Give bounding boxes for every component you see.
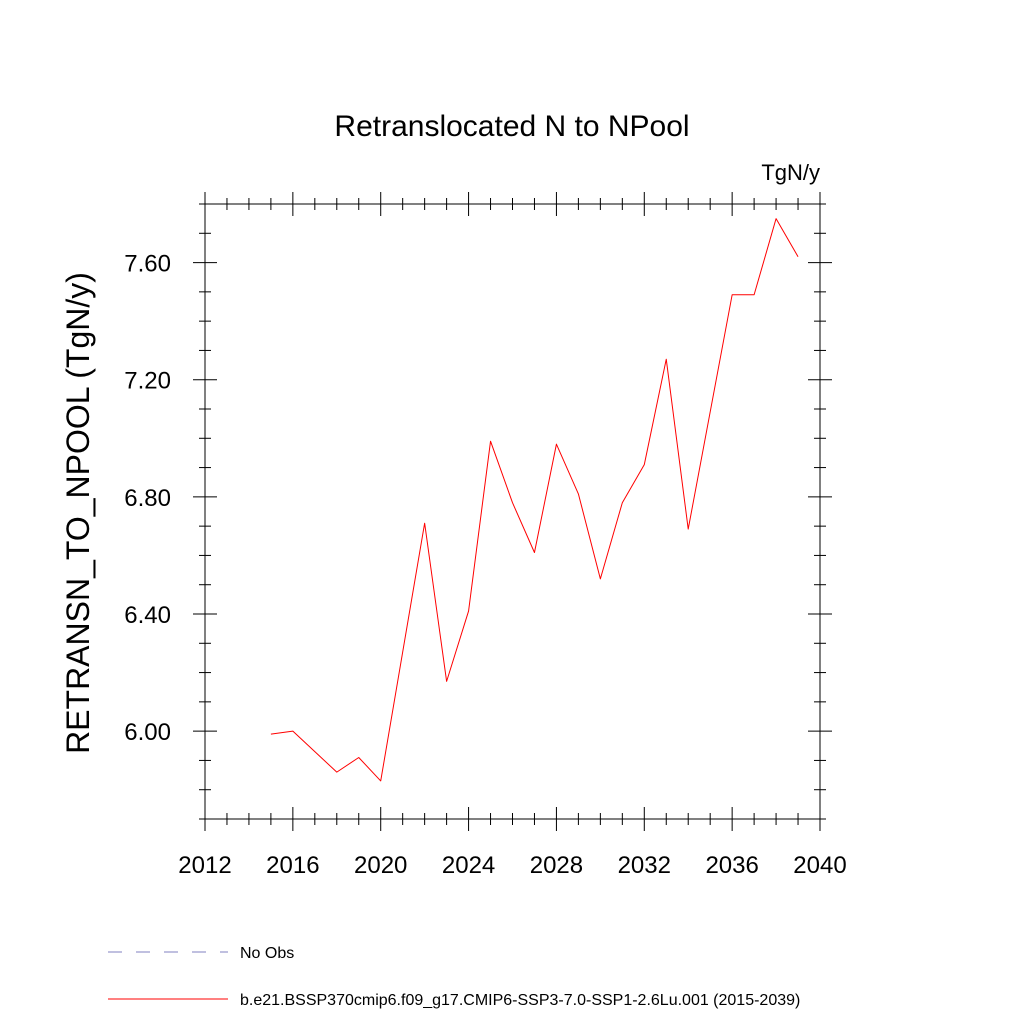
legend: No Obs b.e21.BSSP370cmip6.f09_g17.CMIP6-S… <box>108 945 800 1009</box>
x-tick-label: 2016 <box>266 852 319 879</box>
units-label: TgN/y <box>761 160 820 185</box>
y-tick-label: 7.20 <box>124 368 171 395</box>
legend-label: No Obs <box>240 945 294 962</box>
chart-title: Retranslocated N to NPool <box>334 110 689 143</box>
series-layer <box>270 218 799 782</box>
y-tick-labels: 6.00 6.40 6.80 7.20 7.60 <box>124 251 171 747</box>
x-tick-label: 2020 <box>354 852 407 879</box>
y-axis-label: RETRANSN_TO_NPOOL (TgN/y) <box>60 272 96 754</box>
legend-label: b.e21.BSSP370cmip6.f09_g17.CMIP6-SSP3-7.… <box>240 992 800 1009</box>
x-tick-labels: 2012 2016 2020 2024 2028 2032 2036 2040 <box>178 852 846 879</box>
x-tick-label: 2032 <box>618 852 671 879</box>
y-tick-label: 7.60 <box>124 251 171 278</box>
x-tick-label: 2024 <box>442 852 495 879</box>
x-tick-label: 2040 <box>793 852 846 879</box>
y-tick-label: 6.00 <box>124 719 171 746</box>
major-ticks <box>193 192 832 831</box>
series-line-0 <box>270 218 799 782</box>
plot-frame <box>204 203 821 820</box>
y-tick-label: 6.40 <box>124 602 171 629</box>
y-tick-label: 6.80 <box>124 485 171 512</box>
x-tick-label: 2012 <box>178 852 231 879</box>
x-tick-label: 2036 <box>705 852 758 879</box>
x-tick-label: 2028 <box>530 852 583 879</box>
